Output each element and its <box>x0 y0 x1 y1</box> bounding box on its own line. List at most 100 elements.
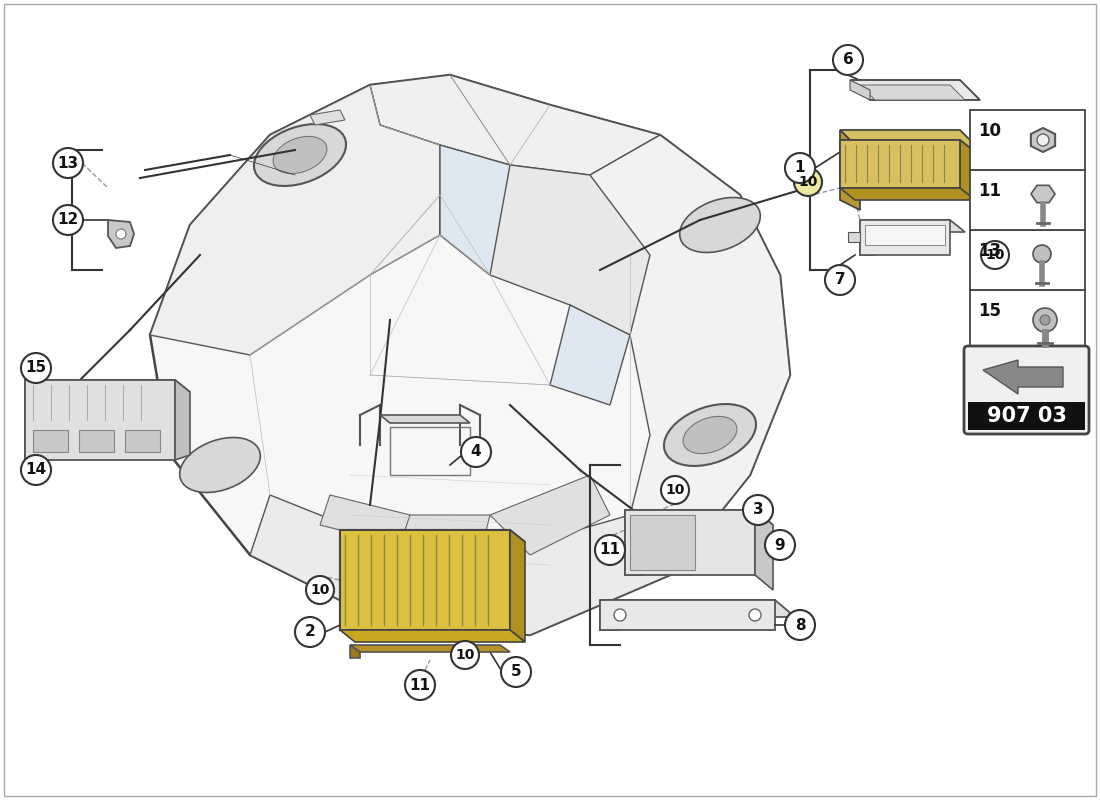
FancyBboxPatch shape <box>970 170 1085 230</box>
Polygon shape <box>340 530 510 630</box>
Text: 12: 12 <box>57 213 78 227</box>
Text: 8: 8 <box>794 618 805 633</box>
Polygon shape <box>960 140 975 200</box>
Polygon shape <box>340 530 525 542</box>
FancyBboxPatch shape <box>964 346 1089 434</box>
Text: 9: 9 <box>774 538 785 553</box>
Text: 7: 7 <box>835 273 845 287</box>
Polygon shape <box>625 510 644 575</box>
Circle shape <box>661 476 689 504</box>
Text: 3: 3 <box>752 502 763 518</box>
Circle shape <box>21 353 51 383</box>
Text: 11: 11 <box>409 678 430 693</box>
Polygon shape <box>860 220 875 255</box>
Circle shape <box>116 229 127 239</box>
Circle shape <box>500 657 531 687</box>
Text: 10: 10 <box>455 648 475 662</box>
FancyBboxPatch shape <box>125 430 160 452</box>
Polygon shape <box>683 417 737 454</box>
FancyBboxPatch shape <box>970 290 1085 350</box>
FancyBboxPatch shape <box>968 402 1085 430</box>
Circle shape <box>405 670 435 700</box>
Polygon shape <box>340 530 355 630</box>
Polygon shape <box>310 110 345 125</box>
Polygon shape <box>150 85 440 355</box>
Circle shape <box>451 641 478 669</box>
Text: 1: 1 <box>794 161 805 175</box>
Polygon shape <box>840 140 975 152</box>
Circle shape <box>53 148 82 178</box>
Circle shape <box>1033 245 1050 263</box>
Circle shape <box>825 265 855 295</box>
Polygon shape <box>600 600 620 630</box>
Polygon shape <box>250 495 670 635</box>
Text: 11: 11 <box>978 182 1001 200</box>
Text: 907 03: 907 03 <box>987 406 1066 426</box>
Polygon shape <box>860 220 950 255</box>
Text: 15: 15 <box>978 302 1001 320</box>
Text: 13: 13 <box>57 155 78 170</box>
Polygon shape <box>25 380 190 392</box>
Polygon shape <box>320 495 410 545</box>
Circle shape <box>785 153 815 183</box>
Text: 6: 6 <box>843 53 854 67</box>
Polygon shape <box>848 232 860 242</box>
Circle shape <box>785 610 815 640</box>
Circle shape <box>1033 308 1057 332</box>
Polygon shape <box>840 188 975 200</box>
Polygon shape <box>590 135 790 575</box>
Polygon shape <box>370 75 660 175</box>
Polygon shape <box>254 124 346 186</box>
Polygon shape <box>108 220 134 248</box>
Polygon shape <box>860 85 965 100</box>
FancyBboxPatch shape <box>970 110 1085 170</box>
Circle shape <box>833 45 864 75</box>
Text: 5: 5 <box>510 665 521 679</box>
Circle shape <box>21 455 51 485</box>
Polygon shape <box>25 380 175 460</box>
FancyBboxPatch shape <box>33 430 68 452</box>
Polygon shape <box>510 530 525 642</box>
Polygon shape <box>850 80 870 100</box>
Text: 10: 10 <box>986 248 1004 262</box>
Polygon shape <box>390 515 490 555</box>
Circle shape <box>306 576 334 604</box>
Polygon shape <box>350 645 510 652</box>
Circle shape <box>461 437 491 467</box>
FancyBboxPatch shape <box>79 430 114 452</box>
Circle shape <box>794 168 822 196</box>
Polygon shape <box>625 510 755 575</box>
Text: 4: 4 <box>471 445 482 459</box>
Circle shape <box>295 617 324 647</box>
Polygon shape <box>664 404 756 466</box>
Text: 14: 14 <box>25 462 46 478</box>
Text: 10: 10 <box>310 583 330 597</box>
Polygon shape <box>175 380 190 460</box>
Polygon shape <box>865 225 945 245</box>
Circle shape <box>742 495 773 525</box>
Text: 10: 10 <box>666 483 684 497</box>
Polygon shape <box>440 165 650 335</box>
Polygon shape <box>860 220 965 232</box>
Circle shape <box>614 609 626 621</box>
Polygon shape <box>600 600 795 617</box>
Polygon shape <box>983 360 1063 394</box>
Polygon shape <box>273 137 327 174</box>
Polygon shape <box>755 510 773 590</box>
Circle shape <box>764 530 795 560</box>
Text: a passion for parts since 1978: a passion for parts since 1978 <box>278 458 561 633</box>
Text: 11: 11 <box>600 542 620 558</box>
Text: 13: 13 <box>978 242 1001 260</box>
Text: 2: 2 <box>305 625 316 639</box>
Polygon shape <box>840 130 860 210</box>
Polygon shape <box>350 645 360 658</box>
Polygon shape <box>630 515 695 570</box>
Circle shape <box>1040 315 1050 325</box>
Polygon shape <box>440 145 510 275</box>
Text: eurocarparts: eurocarparts <box>153 330 607 630</box>
Polygon shape <box>840 140 960 188</box>
Circle shape <box>749 609 761 621</box>
Polygon shape <box>600 600 775 630</box>
Circle shape <box>595 535 625 565</box>
Circle shape <box>981 241 1009 269</box>
